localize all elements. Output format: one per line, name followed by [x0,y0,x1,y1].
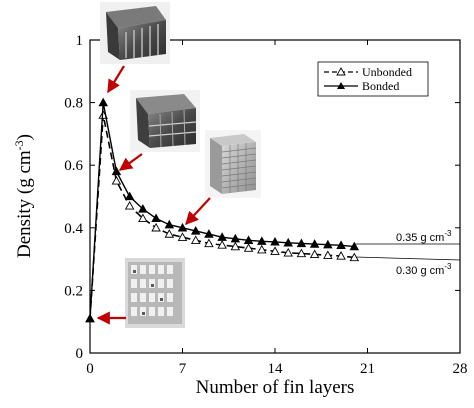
y-tick-label: 1 [76,33,84,49]
data-point-bonded [257,236,267,245]
photo-2-layers [130,90,200,152]
annotation-bonded-sup: -3 [444,229,452,238]
data-point-bonded [283,237,293,247]
legend-box [317,61,429,97]
arrow-photo-many-layers [185,197,211,225]
y-tick-label: 0 [76,346,84,362]
data-point-bonded [124,191,135,201]
data-point-bonded [111,166,122,176]
data-point-bonded [217,232,227,241]
photo-foam [125,258,185,328]
data-point-bonded [138,204,148,213]
data-point-unbonded [243,243,254,252]
y-axis-title-close: ) [14,134,35,140]
legend-bonded-marker [337,82,345,89]
y-tick-label: 0.4 [64,221,83,237]
data-point-unbonded [177,232,188,241]
annotation-unbonded: 0.30 g cm-3 [396,262,452,277]
y-tick-label: 0.8 [64,96,83,112]
x-axis-title: Number of fin layers [196,377,355,398]
y-tick-label: 0.2 [64,283,83,299]
x-tick-label: 0 [86,361,94,377]
photo-many-layers [205,130,261,198]
y-tick-label: 0.6 [64,158,83,174]
legend-bonded-label: Bonded [362,79,399,93]
x-tick-label: 21 [360,361,375,377]
data-point-unbonded [164,229,175,238]
data-point-bonded [230,233,241,243]
annotation-unbonded-text: 0.30 g cm [396,265,444,277]
data-point-unbonded [151,222,161,232]
data-point-bonded [243,235,254,244]
data-point-unbonded [323,250,333,259]
x-axis-ticks: 0 7 14 21 28 [86,40,468,377]
data-point-unbonded [138,213,148,223]
data-point-bonded [270,236,280,246]
data-point-bonded [164,219,175,229]
x-tick-label: 28 [453,361,468,377]
x-tick-label: 7 [179,361,187,377]
legend-unbonded-label: Unbonded [362,65,412,79]
data-point-bonded [177,222,188,232]
data-point-unbonded [349,252,360,262]
data-point-unbonded [296,248,307,258]
data-point-bonded [98,97,108,107]
legend-unbonded-marker [336,67,346,76]
data-point-unbonded [217,240,227,249]
y-axis-title-main: Density (g cm [14,150,35,258]
y-axis-ticks: 0 0.2 0.4 0.6 0.8 1 [64,33,460,362]
data-point-bonded [85,313,95,323]
data-point-unbonded [336,251,346,260]
y-axis-title-sup: -3 [12,140,26,150]
data-point-unbonded [124,200,135,210]
series-layer [85,97,360,323]
data-point-unbonded [283,247,293,257]
photo-1-layer [100,2,170,64]
x-tick-label: 14 [268,361,284,377]
data-point-bonded [151,213,161,223]
data-point-unbonded [257,244,267,254]
data-point-bonded [296,238,307,248]
data-point-unbonded [204,238,214,248]
data-point-bonded [336,240,346,249]
data-point-bonded [349,241,360,251]
data-point-bonded [190,226,201,235]
data-point-bonded [309,239,320,248]
arrow-photo-2-layers [118,153,143,171]
y-axis-title: Density (g cm-3) [12,134,35,258]
legend: Unbonded Bonded [317,61,429,97]
data-point-unbonded [270,246,280,255]
data-point-unbonded [230,241,241,251]
data-point-unbonded [309,249,320,259]
data-point-bonded [323,239,333,249]
arrow-photo-1-layer [107,65,125,94]
annotation-bonded: 0.35 g cm-3 [396,229,452,244]
annotation-bonded-text: 0.35 g cm [396,232,444,244]
annotation-unbonded-sup: -3 [444,262,452,271]
data-point-unbonded [190,235,201,244]
annotation-line-unbonded [354,256,461,261]
data-point-bonded [204,229,214,238]
data-point-unbonded [111,175,122,185]
